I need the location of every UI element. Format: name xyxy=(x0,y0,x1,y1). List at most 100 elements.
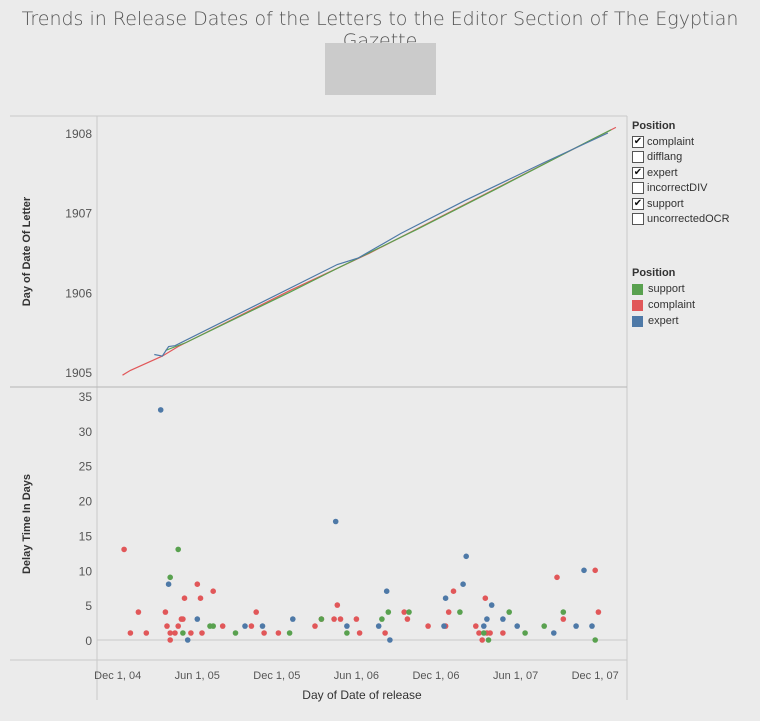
filter-item-complaint[interactable]: ✔ complaint xyxy=(632,134,752,150)
scatter-point-expert xyxy=(441,623,447,629)
scatter-point-expert xyxy=(481,623,487,629)
scatter-point-complaint xyxy=(450,588,457,594)
checkbox[interactable]: ✔ xyxy=(632,135,644,148)
filter-item-support[interactable]: ✔ support xyxy=(632,196,752,212)
color-legend-item-expert: expert xyxy=(632,313,752,329)
scatter-point-complaint xyxy=(167,630,173,636)
filter-item-incorrectDIV[interactable]: incorrectDIV xyxy=(632,181,752,197)
scatter-point-expert xyxy=(484,616,490,622)
series-line-expert xyxy=(154,132,609,357)
scatter-point-support xyxy=(541,623,547,629)
scatter-point-expert xyxy=(551,630,557,636)
scatter-point-expert xyxy=(463,553,470,560)
scatter-point-complaint xyxy=(210,588,216,594)
scatter-point-complaint xyxy=(188,630,194,636)
scatter-point-complaint xyxy=(487,630,493,636)
y-tick-label: 1905 xyxy=(65,366,92,380)
scatter-point-complaint xyxy=(121,546,127,553)
y-tick-label: 1907 xyxy=(65,207,92,221)
color-legend-item-complaint: complaint xyxy=(632,297,752,313)
filter-item-difflang[interactable]: difflang xyxy=(632,150,752,166)
scatter-point-expert xyxy=(259,623,266,629)
scatter-point-support xyxy=(457,609,463,615)
checkbox[interactable]: ✔ xyxy=(632,166,644,179)
filter-item-label: support xyxy=(647,197,684,210)
scatter-point-complaint xyxy=(473,623,479,629)
y-axis-label: Delay Time In Days xyxy=(21,474,33,574)
filter-item-label: incorrectDIV xyxy=(647,182,708,195)
checkbox[interactable] xyxy=(632,213,644,226)
scatter-point-complaint xyxy=(253,609,259,615)
x-tick-label: Dec 1, 05 xyxy=(253,670,300,682)
filter-item-expert[interactable]: ✔ expert xyxy=(632,165,752,181)
x-tick-label: Jun 1, 07 xyxy=(493,670,538,682)
scatter-point-complaint xyxy=(337,616,344,622)
color-legend-label: expert xyxy=(648,315,679,327)
checkbox[interactable]: ✔ xyxy=(632,197,644,210)
y-tick-label: 15 xyxy=(79,529,93,543)
scatter-point-complaint xyxy=(404,616,411,622)
scatter-point-expert xyxy=(157,407,164,413)
scatter-point-expert xyxy=(460,581,466,587)
filter-item-label: uncorrectedOCR xyxy=(647,213,730,226)
legend-swatch xyxy=(632,283,643,295)
scatter-point-complaint xyxy=(167,637,173,643)
scatter-point-complaint xyxy=(500,630,506,636)
scatter-point-expert xyxy=(581,567,587,574)
scatter-point-complaint xyxy=(476,630,482,636)
scatter-point-complaint xyxy=(356,630,363,636)
x-tick-label: Jun 1, 05 xyxy=(175,670,220,682)
scatter-point-complaint xyxy=(334,602,341,608)
y-tick-label: 1906 xyxy=(65,286,92,300)
checkbox[interactable] xyxy=(632,182,644,195)
scatter-point-complaint xyxy=(219,623,226,629)
scatter-point-complaint xyxy=(199,630,205,636)
y-tick-label: 20 xyxy=(79,495,93,509)
scatter-point-expert xyxy=(290,616,296,622)
scatter-point-complaint xyxy=(312,623,318,629)
scatter-point-expert xyxy=(344,623,350,629)
title-placeholder-box xyxy=(325,43,436,95)
scatter-point-complaint xyxy=(127,630,134,636)
scatter-point-support xyxy=(232,630,239,636)
scatter-point-expert xyxy=(184,637,191,643)
y-tick-label: 25 xyxy=(79,460,93,474)
filter-item-label: complaint xyxy=(647,135,695,148)
scatter-point-complaint xyxy=(143,630,150,636)
scatter-point-support xyxy=(344,630,350,636)
scatter-point-complaint xyxy=(482,595,489,601)
scatter-point-complaint xyxy=(425,623,431,629)
scatter-point-support xyxy=(506,609,512,615)
y-tick-label: 0 xyxy=(85,634,92,648)
filter-item-uncorrectedOCR[interactable]: uncorrectedOCR xyxy=(632,212,752,228)
scatter-point-expert xyxy=(573,623,579,629)
scatter-point-complaint xyxy=(162,609,169,615)
scatter-point-expert xyxy=(383,588,390,594)
y-tick-label: 1908 xyxy=(65,127,92,141)
scatter-point-support xyxy=(385,609,392,615)
scatter-point-complaint xyxy=(560,616,567,622)
checkbox[interactable] xyxy=(632,151,644,164)
scatter-point-complaint xyxy=(197,595,204,601)
filter-item-label: difflang xyxy=(647,151,683,164)
scatter-point-complaint xyxy=(248,623,255,629)
scatter-point-expert xyxy=(165,581,172,587)
scatter-point-complaint xyxy=(194,581,201,587)
scatter-point-complaint xyxy=(181,595,188,601)
scatter-point-expert xyxy=(488,602,495,608)
color-legend-label: support xyxy=(648,283,685,295)
scatter-point-complaint xyxy=(261,630,267,636)
scatter-point-support xyxy=(167,574,173,581)
x-tick-label: Dec 1, 06 xyxy=(412,670,459,682)
scatter-point-expert xyxy=(332,518,339,525)
x-tick-label: Dec 1, 04 xyxy=(94,670,141,682)
x-axis-label: Day of Date of release xyxy=(302,688,422,702)
scatter-point-complaint xyxy=(382,630,388,636)
scatter-point-complaint xyxy=(445,609,452,615)
scatter-point-support xyxy=(210,623,216,629)
legend-swatch xyxy=(632,299,643,311)
scatter-point-support xyxy=(318,616,325,622)
color-legend: support complaint expert xyxy=(632,281,752,329)
color-legend-label: complaint xyxy=(648,299,696,311)
legend-swatch xyxy=(632,315,643,327)
